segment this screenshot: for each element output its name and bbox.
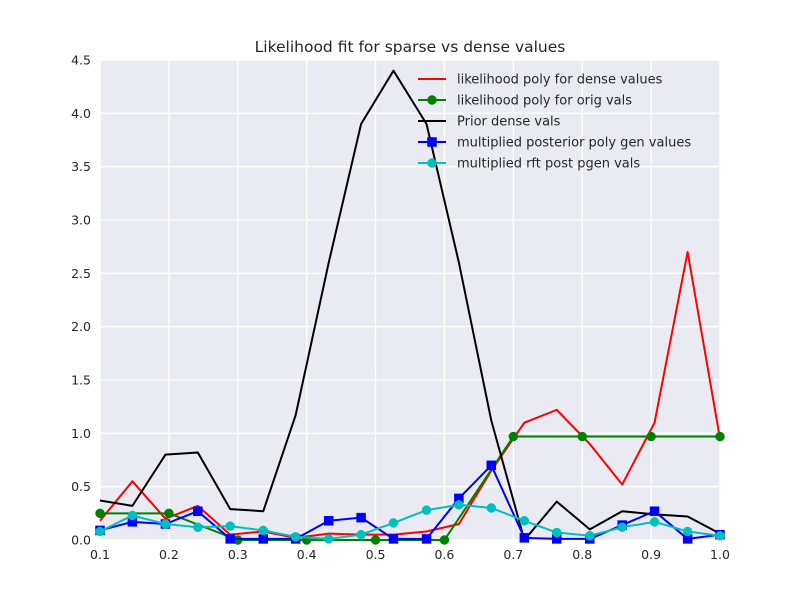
data-point [193, 522, 203, 532]
data-point [486, 460, 497, 471]
data-point [585, 530, 595, 541]
data-point [421, 534, 432, 544]
series-line [99, 69, 721, 541]
y-tick-label: 4.5 [71, 53, 91, 68]
data-point [519, 516, 530, 526]
y-tick-label: 2.0 [71, 319, 91, 334]
series-1 [99, 251, 721, 539]
y-tick-label: 3.5 [71, 159, 91, 174]
data-point [258, 534, 269, 544]
data-point [258, 525, 269, 536]
data-point [356, 512, 366, 523]
legend-marker [427, 158, 437, 168]
data-point [421, 505, 432, 515]
data-point [95, 508, 105, 519]
legend-label: multiplied posterior poly gen values [457, 136, 691, 151]
data-point [551, 527, 562, 538]
data-point [486, 503, 497, 513]
data-point [715, 431, 725, 442]
x-tick-label: 0.6 [434, 547, 454, 562]
x-tick-label: 0.9 [641, 547, 661, 562]
series-3 [99, 69, 721, 541]
data-point [617, 522, 627, 532]
data-point [682, 526, 693, 537]
data-point [164, 508, 174, 519]
data-point [193, 506, 203, 516]
data-point [715, 530, 725, 541]
y-tick-label: 4.0 [71, 106, 91, 121]
series-layer [95, 69, 725, 545]
data-point [127, 510, 138, 521]
data-point [323, 534, 334, 544]
y-tick-label: 1.5 [71, 373, 91, 388]
data-point [370, 535, 381, 545]
data-point [649, 506, 660, 516]
series-line [99, 251, 721, 539]
x-tick-label: 0.4 [297, 547, 317, 562]
chart-title: Likelihood fit for sparse vs dense value… [255, 38, 566, 56]
x-tick-label: 0.7 [503, 547, 523, 562]
legend-marker [427, 95, 437, 105]
series-5 [95, 500, 725, 544]
x-tick-label: 0.5 [366, 547, 386, 562]
data-point [454, 500, 464, 510]
data-point [577, 431, 587, 442]
data-point [508, 431, 519, 442]
x-tick-label: 0.3 [228, 547, 248, 562]
data-point [95, 526, 105, 537]
data-point [649, 517, 660, 527]
y-tick-label: 0.5 [71, 479, 91, 494]
legend-label: multiplied rft post pgen vals [457, 157, 640, 172]
data-point [225, 534, 235, 544]
legend-label: likelihood poly for orig vals [457, 94, 632, 109]
data-point [439, 535, 450, 545]
legend-label: likelihood poly for dense values [457, 73, 663, 88]
legend-label: Prior dense vals [457, 115, 561, 130]
data-point [323, 516, 334, 526]
data-point [519, 533, 530, 543]
data-point [356, 529, 366, 540]
legend: likelihood poly for dense values likeliho… [418, 73, 691, 172]
data-point [225, 521, 235, 531]
x-tick-label: 0.1 [90, 547, 110, 562]
data-point [290, 532, 301, 542]
plot-area [100, 60, 720, 540]
data-point [160, 519, 171, 529]
data-point [388, 518, 399, 528]
data-point [646, 431, 656, 442]
series-line [99, 464, 721, 540]
x-tick-label: 1.0 [710, 547, 730, 562]
axis-ticks: 0.1 0.2 0.3 0.4 0.5 0.6 0.7 0.8 0.9 1.0 0.0 0.5 1.0 1… [71, 53, 730, 563]
y-tick-label: 3.0 [71, 213, 91, 228]
y-tick-label: 1.0 [71, 426, 91, 441]
grid [99, 59, 721, 541]
data-point [388, 534, 399, 544]
series-line [99, 503, 721, 540]
y-tick-label: 2.5 [71, 266, 91, 281]
x-tick-label: 0.2 [159, 547, 179, 562]
y-tick-label: 0.0 [71, 533, 91, 548]
x-tick-label: 0.8 [572, 547, 592, 562]
legend-marker [427, 137, 437, 147]
